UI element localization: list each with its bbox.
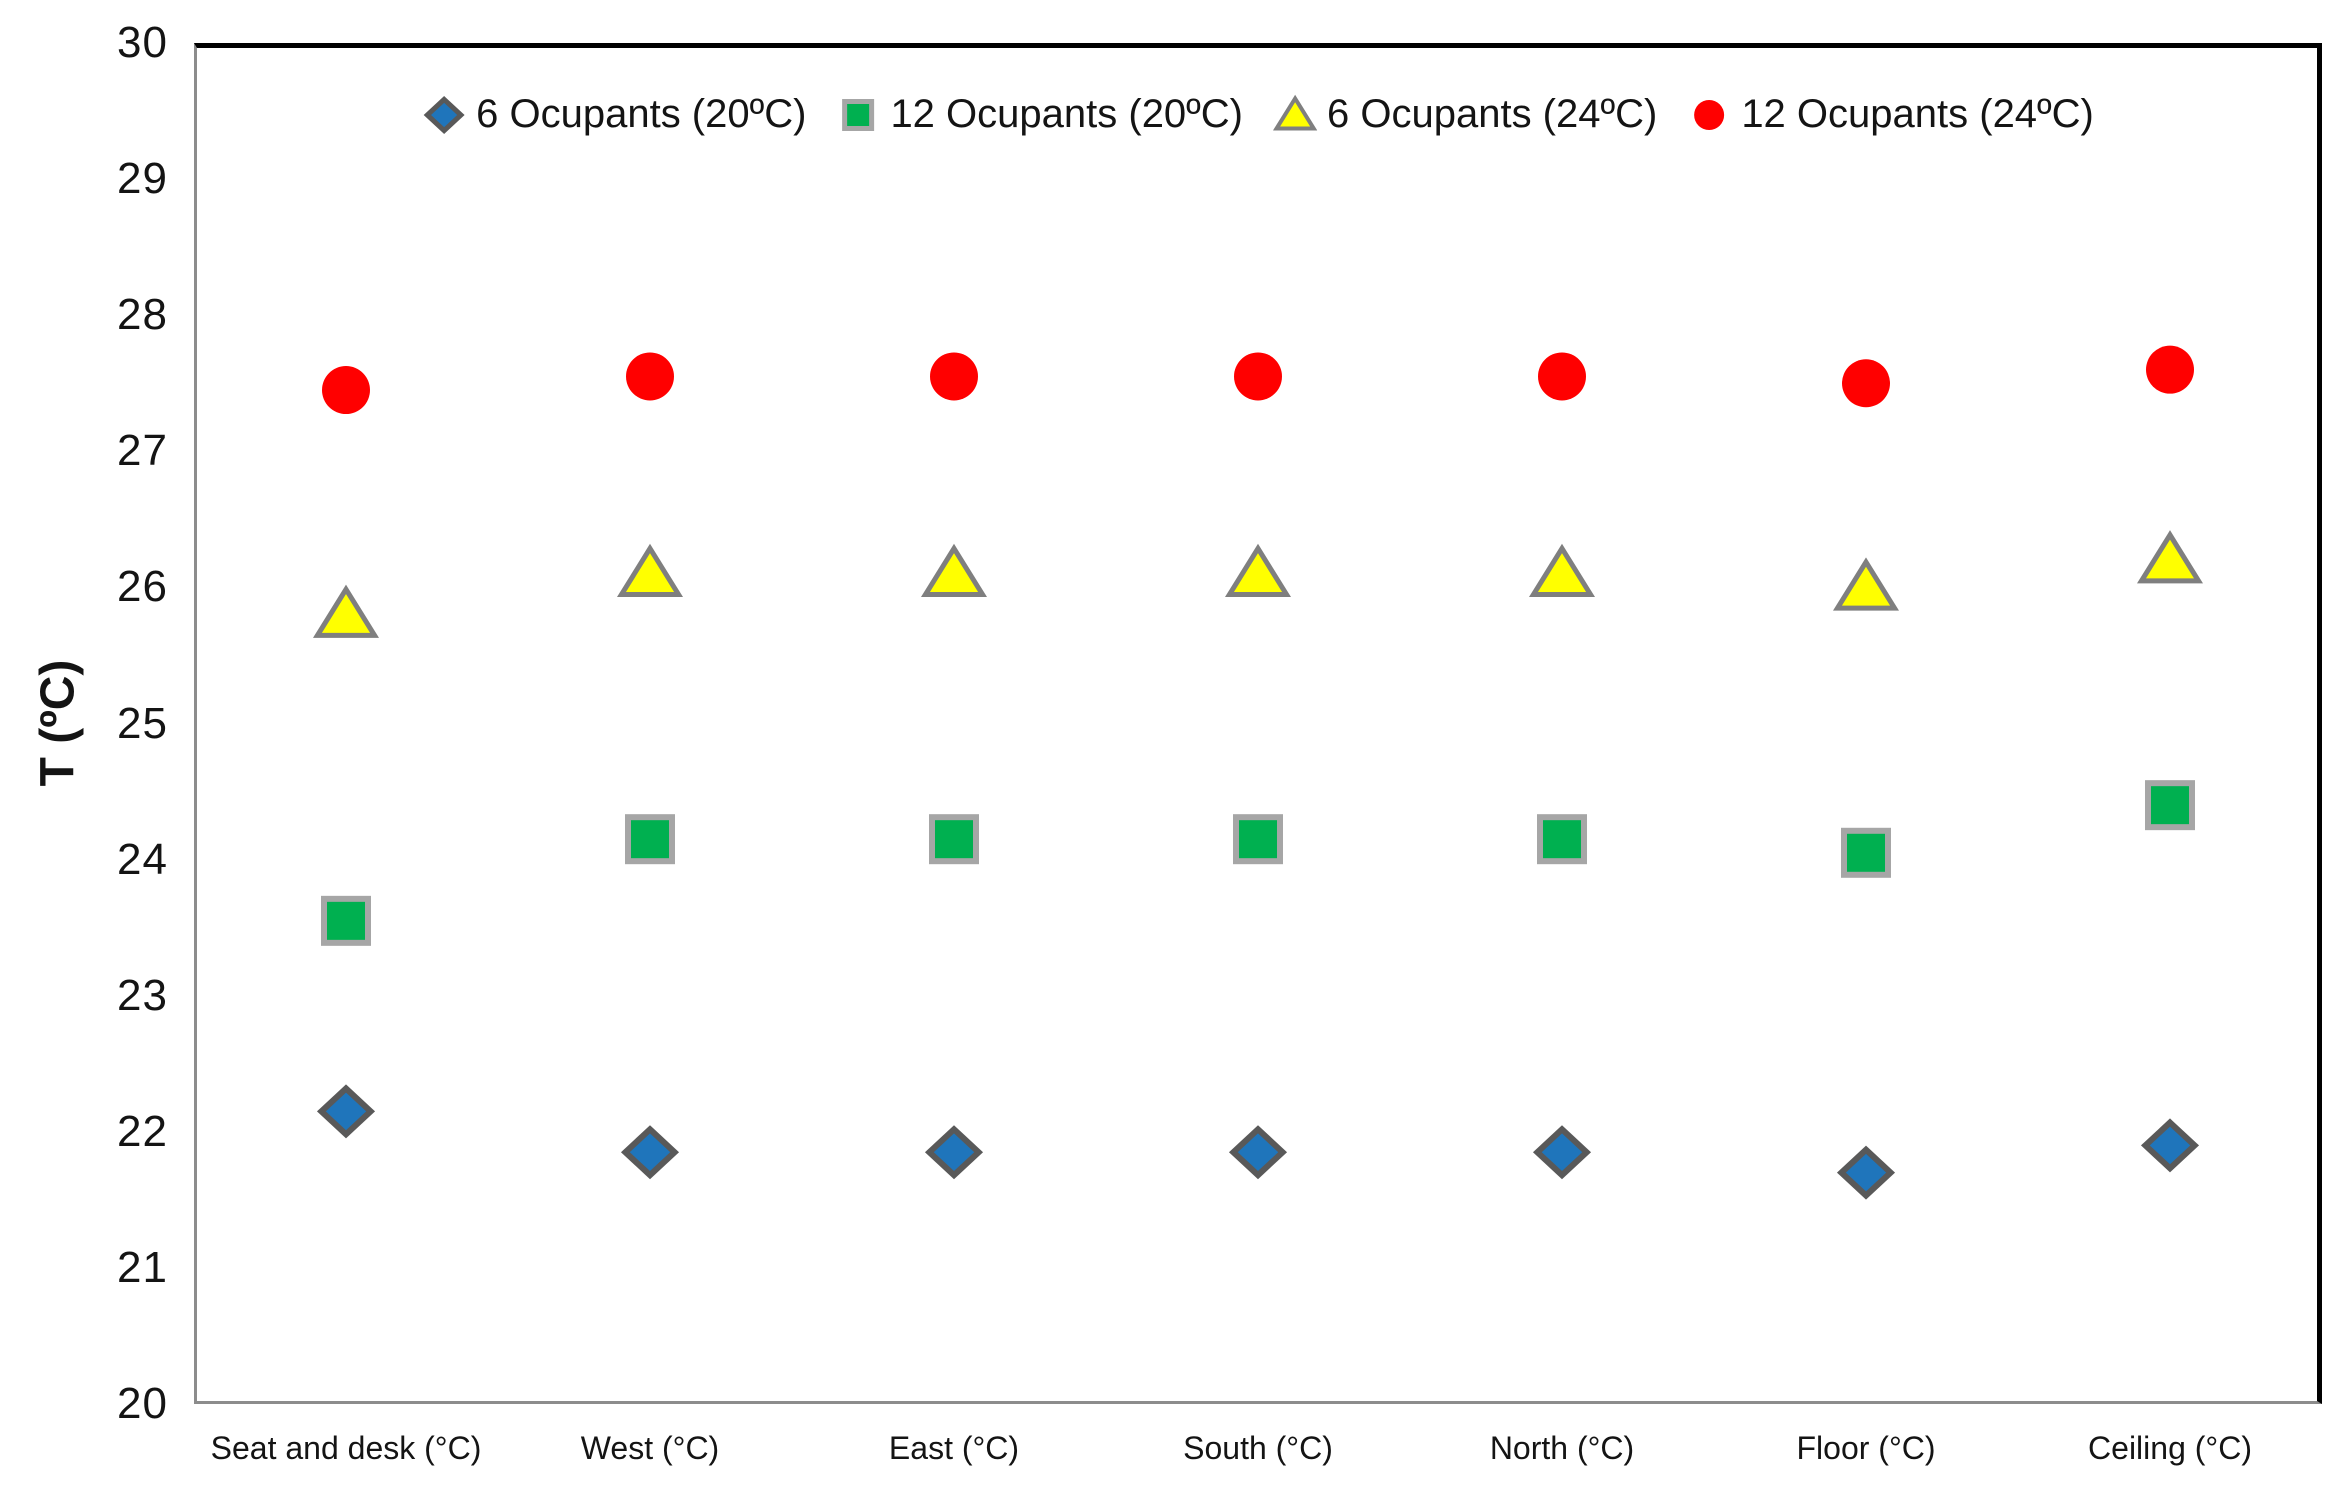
data-point-circle bbox=[626, 352, 674, 401]
legend-item: 12 Ocupants (24ºC) bbox=[1687, 92, 2094, 137]
x-axis-label: West (°C) bbox=[580, 1430, 720, 1466]
data-point-diamond bbox=[924, 1125, 984, 1180]
legend: 6 Ocupants (20ºC) 12 Ocupants (20ºC) 6 Ocu… bbox=[422, 92, 2094, 137]
data-point-circle bbox=[1538, 352, 1586, 401]
x-axis-label: Seat and desk (°C) bbox=[210, 1430, 482, 1466]
data-point-circle bbox=[930, 352, 978, 401]
y-tick-label: 28 bbox=[117, 290, 168, 340]
data-point-triangle bbox=[616, 543, 684, 597]
data-point-circle bbox=[322, 366, 370, 415]
data-point-triangle bbox=[2136, 530, 2204, 584]
data-point-diamond bbox=[1228, 1125, 1288, 1180]
data-point-square bbox=[625, 814, 675, 865]
legend-item: 12 Ocupants (20ºC) bbox=[836, 92, 1243, 137]
legend-item: 6 Ocupants (24ºC) bbox=[1273, 92, 1657, 137]
data-point-square bbox=[1537, 814, 1587, 865]
data-point-diamond bbox=[1532, 1125, 1592, 1180]
data-point-diamond bbox=[316, 1084, 376, 1139]
data-point-square bbox=[321, 895, 371, 946]
data-point-circle bbox=[1842, 359, 1890, 408]
legend-label: 12 Ocupants (24ºC) bbox=[1741, 92, 2094, 136]
data-point-triangle bbox=[1224, 543, 1292, 597]
legend-marker-circle-icon bbox=[1694, 99, 1725, 130]
legend-item: 6 Ocupants (20ºC) bbox=[422, 92, 806, 137]
y-tick-label: 27 bbox=[117, 426, 168, 476]
y-tick-label: 24 bbox=[117, 834, 168, 884]
y-tick-label: 30 bbox=[117, 18, 168, 67]
legend-label: 6 Ocupants (20ºC) bbox=[476, 92, 807, 136]
x-axis-label: Ceiling (°C) bbox=[2088, 1430, 2252, 1466]
y-tick-label: 21 bbox=[117, 1242, 168, 1292]
data-point-circle bbox=[1234, 352, 1282, 401]
data-point-diamond bbox=[1836, 1145, 1896, 1200]
data-point-triangle bbox=[1832, 557, 1900, 611]
legend-marker-triangle-icon bbox=[1273, 94, 1317, 130]
data-point-square bbox=[929, 814, 979, 865]
y-tick-label: 20 bbox=[117, 1379, 168, 1428]
legend-marker-square-icon bbox=[842, 98, 875, 131]
legend-marker-diamond-icon bbox=[423, 95, 465, 134]
data-point-triangle bbox=[920, 543, 988, 597]
y-tick-label: 29 bbox=[117, 154, 168, 204]
data-point-diamond bbox=[620, 1125, 680, 1180]
x-axis-label: Floor (°C) bbox=[1796, 1430, 1936, 1466]
data-point-diamond bbox=[2140, 1118, 2200, 1173]
data-point-square bbox=[1841, 827, 1891, 878]
y-tick-label: 23 bbox=[117, 970, 168, 1020]
x-axis-label: South (°C) bbox=[1183, 1430, 1333, 1466]
data-point-triangle bbox=[312, 584, 380, 638]
data-point-square bbox=[2145, 780, 2195, 831]
y-tick-label: 22 bbox=[117, 1106, 168, 1156]
data-point-circle bbox=[2146, 345, 2194, 394]
x-axis-label: East (°C) bbox=[888, 1430, 1020, 1466]
legend-label: 6 Ocupants (24ºC) bbox=[1327, 92, 1658, 136]
x-axis-label: North (°C) bbox=[1489, 1430, 1635, 1466]
legend-label: 12 Ocupants (20ºC) bbox=[890, 92, 1243, 136]
y-tick-label: 25 bbox=[117, 698, 168, 748]
y-tick-label: 26 bbox=[117, 562, 168, 612]
data-point-square bbox=[1233, 814, 1283, 865]
data-point-triangle bbox=[1528, 543, 1596, 597]
